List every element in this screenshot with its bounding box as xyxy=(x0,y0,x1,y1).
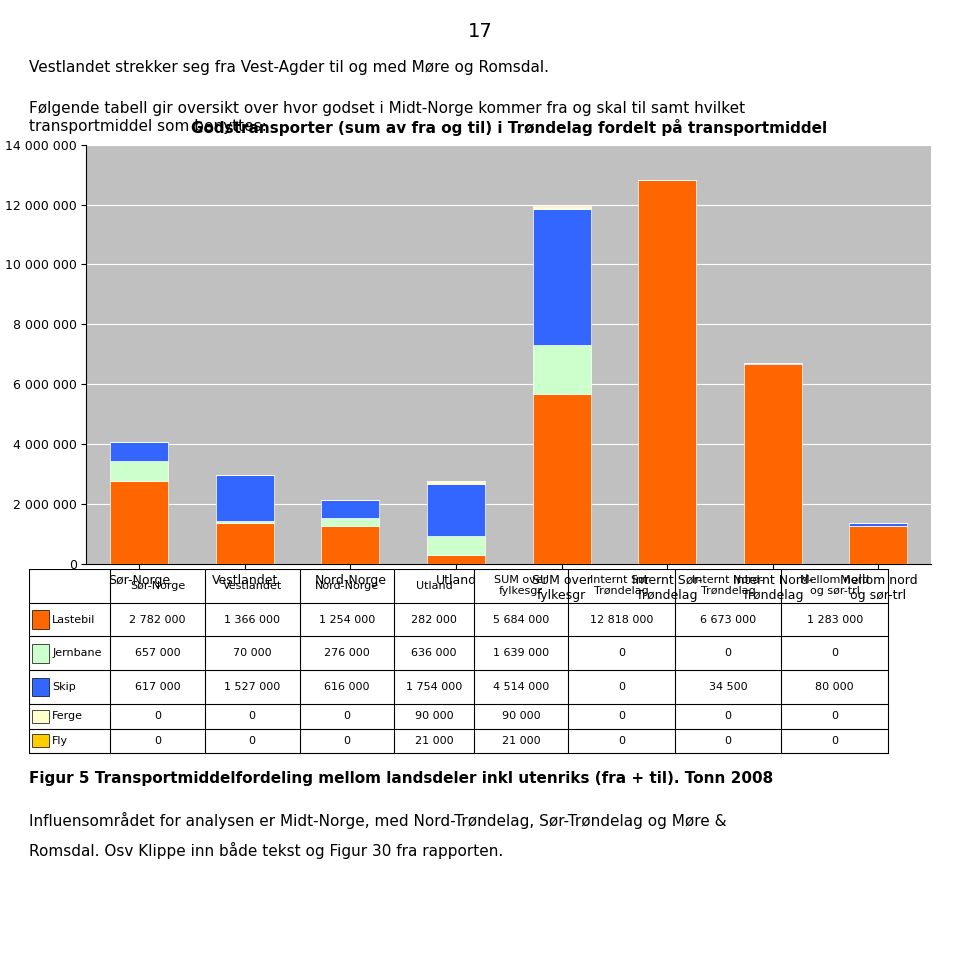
Text: 0: 0 xyxy=(618,649,625,658)
Text: Ferge: Ferge xyxy=(52,711,84,721)
Text: 1 283 000: 1 283 000 xyxy=(806,614,863,625)
Text: 0: 0 xyxy=(725,736,732,746)
Text: 276 000: 276 000 xyxy=(324,649,370,658)
Bar xyxy=(744,363,802,364)
Bar xyxy=(216,523,274,564)
Bar xyxy=(33,710,49,723)
Text: 0: 0 xyxy=(344,711,350,721)
Bar xyxy=(110,481,168,564)
Bar xyxy=(533,344,590,393)
Text: 616 000: 616 000 xyxy=(324,683,370,692)
Bar xyxy=(427,536,485,555)
Text: 0: 0 xyxy=(831,736,838,746)
Text: 0: 0 xyxy=(831,711,838,721)
Text: Mellom nord
og sør-trl: Mellom nord og sør-trl xyxy=(800,575,869,597)
Text: 1 527 000: 1 527 000 xyxy=(224,683,280,692)
Bar xyxy=(110,461,168,481)
Text: Influensområdet for analysen er Midt-Norge, med Nord-Trøndelag, Sør-Trøndelag og: Influensområdet for analysen er Midt-Nor… xyxy=(29,812,727,829)
Text: 21 000: 21 000 xyxy=(415,736,453,746)
Bar xyxy=(533,393,590,564)
Text: 0: 0 xyxy=(725,711,732,721)
Text: 4 514 000: 4 514 000 xyxy=(492,683,549,692)
Bar xyxy=(638,180,696,564)
Bar xyxy=(533,209,590,344)
Text: Skip: Skip xyxy=(52,683,76,692)
Bar xyxy=(850,523,907,525)
Bar xyxy=(427,481,485,484)
Text: 0: 0 xyxy=(249,736,255,746)
Text: Sør-Norge: Sør-Norge xyxy=(130,580,185,591)
Text: 21 000: 21 000 xyxy=(502,736,540,746)
Text: 657 000: 657 000 xyxy=(134,649,180,658)
Text: 90 000: 90 000 xyxy=(415,711,453,721)
Text: 282 000: 282 000 xyxy=(411,614,457,625)
Bar xyxy=(850,525,907,564)
Text: 0: 0 xyxy=(725,649,732,658)
Text: 1 366 000: 1 366 000 xyxy=(224,614,280,625)
Title: Godstransporter (sum av fra og til) i Trøndelag fordelt på transportmiddel: Godstransporter (sum av fra og til) i Tr… xyxy=(191,120,827,137)
Bar xyxy=(744,364,802,564)
Text: 0: 0 xyxy=(618,683,625,692)
Text: SUM over
fylkesgr: SUM over fylkesgr xyxy=(494,575,548,597)
Bar xyxy=(33,734,49,747)
Text: Lastebil: Lastebil xyxy=(52,614,96,625)
Text: 12 818 000: 12 818 000 xyxy=(590,614,654,625)
Bar xyxy=(322,499,379,518)
Text: Vestlandet strekker seg fra Vest-Agder til og med Møre og Romsdal.: Vestlandet strekker seg fra Vest-Agder t… xyxy=(29,60,549,75)
Bar xyxy=(427,555,485,564)
Text: Fly: Fly xyxy=(52,736,68,746)
Text: 80 000: 80 000 xyxy=(815,683,854,692)
Text: Internt Sør-
Trøndelag: Internt Sør- Trøndelag xyxy=(590,575,653,597)
Bar xyxy=(33,610,49,629)
Text: 617 000: 617 000 xyxy=(134,683,180,692)
Text: 0: 0 xyxy=(154,736,161,746)
Text: 0: 0 xyxy=(618,711,625,721)
Bar xyxy=(322,526,379,564)
Text: 17: 17 xyxy=(468,22,492,41)
Bar xyxy=(33,644,49,662)
Bar xyxy=(533,206,590,209)
Text: Jernbane: Jernbane xyxy=(52,649,102,658)
Text: 6 673 000: 6 673 000 xyxy=(700,614,756,625)
Bar xyxy=(216,475,274,521)
Bar xyxy=(322,518,379,526)
Bar xyxy=(110,442,168,461)
Text: Romsdal. Osv Klippe inn både tekst og Figur 30 fra rapporten.: Romsdal. Osv Klippe inn både tekst og Fi… xyxy=(29,842,503,859)
Text: 636 000: 636 000 xyxy=(411,649,457,658)
Text: 90 000: 90 000 xyxy=(502,711,540,721)
Text: 2 782 000: 2 782 000 xyxy=(130,614,185,625)
Text: 0: 0 xyxy=(249,711,255,721)
Text: 1 754 000: 1 754 000 xyxy=(406,683,462,692)
Text: 1 639 000: 1 639 000 xyxy=(493,649,549,658)
Bar xyxy=(216,521,274,523)
Bar xyxy=(427,484,485,536)
Text: 1 254 000: 1 254 000 xyxy=(319,614,375,625)
Text: 0: 0 xyxy=(618,736,625,746)
Text: Figur 5 Transportmiddelfordeling mellom landsdeler inkl utenriks (fra + til). To: Figur 5 Transportmiddelfordeling mellom … xyxy=(29,771,773,787)
Text: Internt Nord-
Trøndelag: Internt Nord- Trøndelag xyxy=(692,575,764,597)
Text: 0: 0 xyxy=(831,649,838,658)
Text: Nord-Norge: Nord-Norge xyxy=(315,580,379,591)
Text: 0: 0 xyxy=(344,736,350,746)
Text: 0: 0 xyxy=(154,711,161,721)
Text: Utland: Utland xyxy=(416,580,452,591)
Text: Vestlandet: Vestlandet xyxy=(223,580,282,591)
Text: 5 684 000: 5 684 000 xyxy=(492,614,549,625)
Text: 70 000: 70 000 xyxy=(233,649,272,658)
Text: 34 500: 34 500 xyxy=(708,683,748,692)
Bar xyxy=(33,678,49,697)
Text: Følgende tabell gir oversikt over hvor godset i Midt-Norge kommer fra og skal ti: Følgende tabell gir oversikt over hvor g… xyxy=(29,101,745,134)
